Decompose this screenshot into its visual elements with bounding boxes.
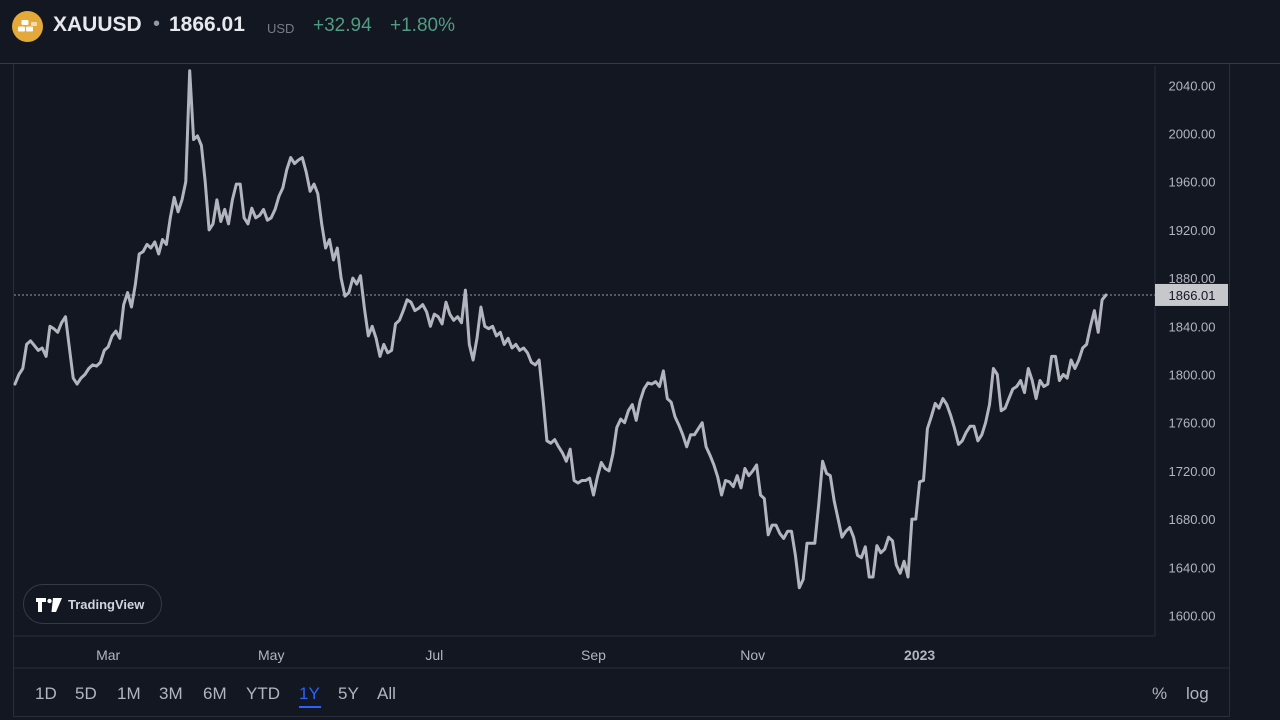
y-tick-label: 1960.00 [1169,175,1216,190]
y-tick-label: 1680.00 [1169,512,1216,527]
symbol-name[interactable]: XAUUSD [53,13,142,36]
last-price-tag [1155,283,1228,306]
last-price: 1866.01 [169,13,245,36]
range-all-button[interactable]: All [377,684,396,703]
y-tick-label: 1920.00 [1169,223,1216,238]
x-tick-label: Nov [740,647,765,663]
active-range-indicator [299,706,321,708]
symbol-header: XAUUSD • 1866.01 USD +32.94 +1.80% [0,0,1280,64]
y-tick-label: 2040.00 [1169,78,1216,93]
range-1d-button[interactable]: 1D [35,684,57,703]
y-tick-label: 1640.00 [1169,560,1216,575]
tradingview-label: TradingView [68,597,145,612]
price-change-percent: +1.80% [390,15,455,36]
y-tick-label: 1720.00 [1169,464,1216,479]
price-change: +32.94 [313,15,372,36]
range-1m-button[interactable]: 1M [117,684,141,703]
percent-scale-toggle[interactable]: % [1152,684,1168,703]
x-tick-label: 2023 [904,647,935,663]
time-axis[interactable]: Mar May Jul Sep Nov 2023 [96,647,935,663]
log-scale-toggle[interactable]: log [1186,684,1209,703]
last-price-label: 1866.01 [1155,283,1228,306]
tradingview-logo-icon [36,598,62,612]
y-tick-label: 2000.00 [1169,126,1216,141]
range-5d-button[interactable]: 5D [75,684,97,703]
chart-frame [13,64,1230,717]
x-tick-label: Jul [425,647,443,663]
range-selector: 1D 5D 1M 3M 6M YTD 1Y 5Y All % log [14,670,1229,716]
range-1y-button[interactable]: 1Y [299,684,320,703]
currency-label: USD [267,21,295,36]
last-price-tag-text: 1866.01 [1169,288,1216,303]
y-tick-label: 1840.00 [1169,319,1216,334]
separator-dot: • [153,13,161,35]
price-axis[interactable]: 1600.00 1640.00 1680.00 1720.00 1760.00 1800.… [1169,78,1216,623]
y-tick-label: 1600.00 [1169,609,1216,624]
tradingview-badge[interactable]: TradingView [23,584,162,624]
range-5y-button[interactable]: 5Y [338,684,359,703]
x-tick-label: May [258,647,284,663]
range-6m-button[interactable]: 6M [203,684,227,703]
range-3m-button[interactable]: 3M [159,684,183,703]
x-tick-label: Mar [96,647,120,663]
y-tick-label: 1760.00 [1169,416,1216,431]
gold-bars-icon [12,11,43,42]
price-line-series [13,69,1108,590]
y-tick-label: 1880.00 [1169,271,1216,286]
range-ytd-button[interactable]: YTD [246,684,280,703]
x-tick-label: Sep [581,647,606,663]
y-tick-label: 1800.00 [1169,367,1216,382]
